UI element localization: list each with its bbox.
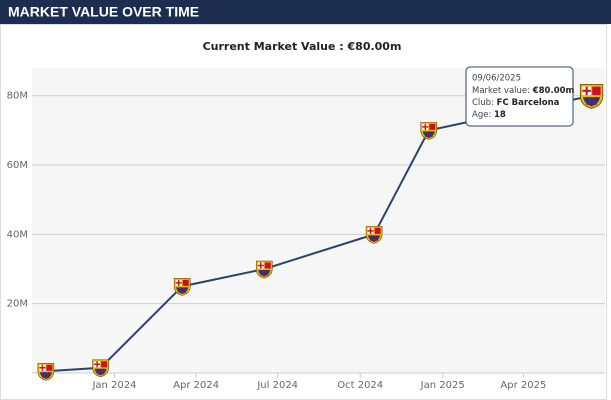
- crest-cross: [582, 86, 591, 96]
- tooltip-box: [465, 66, 574, 127]
- club-crest-marker: [365, 226, 383, 244]
- header-bar: [0, 0, 611, 24]
- crest-red-stripes: [42, 372, 50, 379]
- tooltip-label: Age:: [472, 110, 491, 120]
- crest-flag-senyera: [264, 262, 271, 269]
- y-tick-label: 40M: [7, 229, 28, 240]
- crest-red-stripes: [260, 270, 268, 277]
- x-tick-label: Oct 2024: [337, 380, 383, 391]
- crest-cross: [422, 123, 429, 130]
- tooltip-row: Age: 18: [472, 110, 506, 120]
- crest-flag-senyera: [374, 227, 381, 234]
- x-tick-label: Jan 2025: [420, 380, 465, 391]
- tooltip-row: Club: FC Barcelona: [472, 98, 560, 108]
- crest-red-stripes: [425, 131, 433, 138]
- crest-cross: [367, 227, 374, 234]
- crest-cross: [39, 364, 46, 371]
- chart-title: Current Market Value : €80.00m: [203, 40, 402, 53]
- crest-flag-senyera: [592, 86, 601, 96]
- tooltip-value: FC Barcelona: [497, 98, 560, 108]
- tooltip-label: Market value:: [472, 86, 530, 96]
- crest-flag-senyera: [101, 361, 108, 368]
- tooltip-date: 09/06/2025: [472, 74, 521, 84]
- crest-flag-senyera: [182, 279, 189, 286]
- crest-red-stripes: [586, 97, 597, 107]
- tooltip-value: 18: [494, 110, 506, 120]
- club-crest-marker: [255, 260, 273, 279]
- crest-flag-senyera: [429, 123, 436, 130]
- crest-cross: [257, 262, 264, 269]
- club-crest-marker: [420, 122, 438, 140]
- x-tick-label: Jan 2024: [91, 380, 136, 391]
- x-tick-label: Jul 2024: [256, 380, 298, 391]
- club-crest-marker: [92, 359, 109, 378]
- tooltip-value: €80.00m: [532, 86, 575, 96]
- crest-flag-senyera: [46, 364, 53, 371]
- tooltip-row: Market value: €80.00m: [472, 86, 575, 96]
- crest-red-stripes: [370, 235, 378, 242]
- tooltip: 09/06/2025 Market value: €80.00m Club: F…: [465, 66, 575, 127]
- crest-cross: [175, 279, 182, 286]
- plot: 20M 40M 60M 80M Jan 2024 Apr 2024 Jul 2024 Oct …: [7, 84, 605, 391]
- crest-red-stripes: [96, 368, 105, 376]
- tooltip-label: Club:: [472, 98, 494, 108]
- x-tick-label: Apr 2025: [500, 380, 546, 391]
- y-tick-label: 60M: [7, 160, 28, 171]
- club-crest-marker: [37, 362, 55, 381]
- crest-red-stripes: [178, 287, 186, 294]
- club-crest-marker: [173, 278, 191, 296]
- header-title: MARKET VALUE OVER TIME: [8, 4, 199, 20]
- club-crest-marker: [579, 84, 604, 109]
- y-tick-label: 80M: [7, 91, 28, 102]
- x-tick-label: Apr 2024: [173, 380, 219, 391]
- y-tick-label: 20M: [7, 299, 28, 310]
- crest-cross: [94, 361, 101, 368]
